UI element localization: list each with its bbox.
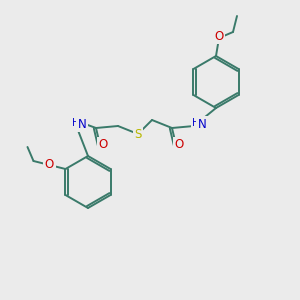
Text: N: N bbox=[198, 118, 206, 130]
Text: O: O bbox=[214, 29, 224, 43]
Text: S: S bbox=[134, 128, 142, 140]
Text: O: O bbox=[98, 139, 108, 152]
Text: H: H bbox=[192, 118, 200, 128]
Text: H: H bbox=[72, 118, 80, 128]
Text: O: O bbox=[174, 139, 184, 152]
Text: O: O bbox=[45, 158, 54, 172]
Text: N: N bbox=[78, 118, 86, 130]
